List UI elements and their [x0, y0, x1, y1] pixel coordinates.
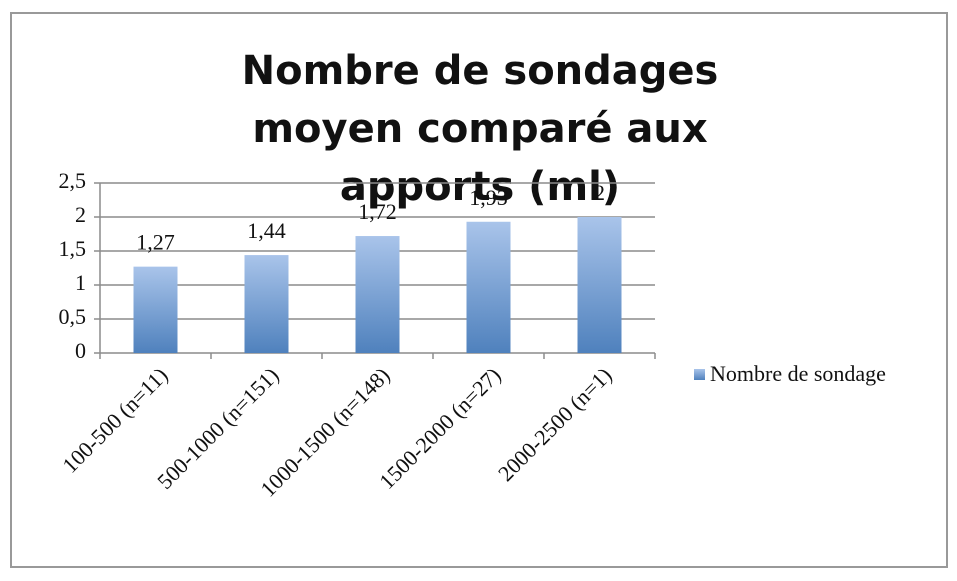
y-tick-label: 2 [75, 202, 86, 227]
y-tick-label: 0,5 [59, 304, 87, 329]
chart-title: Nombre de sondages moyen comparé aux app… [241, 48, 719, 210]
data-label: 1,44 [247, 218, 286, 243]
data-label: 2 [594, 180, 605, 205]
legend-label: Nombre de sondage [710, 361, 886, 386]
y-tick-label: 1,5 [59, 236, 87, 261]
data-label: 1,27 [136, 230, 175, 255]
legend-swatch [694, 369, 705, 380]
x-tick-label: 2000-2500 (n=1) [493, 362, 617, 486]
data-label: 1,72 [358, 199, 397, 224]
chart-frame [10, 12, 948, 568]
bar [244, 255, 289, 353]
x-tick-label: 100-500 (n=11) [57, 362, 172, 477]
y-tick-label: 1 [75, 270, 86, 295]
y-tick-label: 0 [75, 338, 86, 363]
bar [577, 217, 622, 353]
x-tick-label: 1500-2000 (n=27) [374, 362, 505, 493]
bar [133, 266, 178, 353]
bar [466, 221, 511, 353]
bar [355, 236, 400, 353]
data-label: 1,93 [469, 185, 508, 210]
y-tick-label: 2,5 [59, 168, 87, 193]
